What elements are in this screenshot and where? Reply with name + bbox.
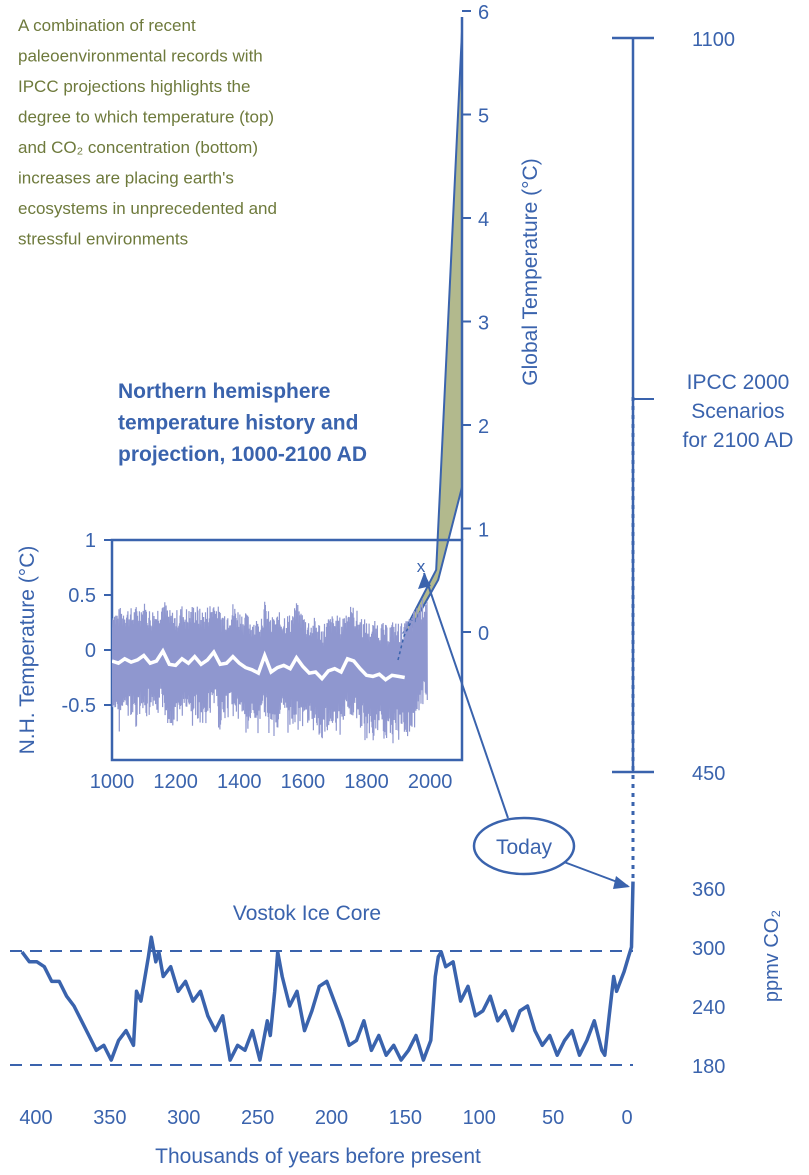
- nh-x-tick-label: 2000: [408, 771, 453, 793]
- vostok-x-tick-label: 0: [621, 1107, 632, 1129]
- nh-x-tick-label: 1400: [217, 771, 262, 793]
- caption-line: paleoenvironmental records with: [18, 47, 263, 66]
- vostok-x-tick-label: 150: [389, 1107, 422, 1129]
- global-tick-label: 0: [478, 623, 489, 645]
- vostok-x-tick-label: 400: [19, 1107, 52, 1129]
- vostok-x-tick-label: 200: [315, 1107, 348, 1129]
- nh-smoothed-series: [112, 647, 406, 682]
- ipcc-label-line: Scenarios: [691, 400, 784, 423]
- nh-x-tick-label: 1200: [153, 771, 198, 793]
- ipcc-label-line: IPCC 2000: [687, 371, 790, 394]
- global-tick-label: 2: [478, 416, 489, 438]
- nh-y-tick-label: 0.5: [68, 585, 96, 607]
- nh-chart-title: Northern hemisphere temperature history a…: [118, 380, 367, 466]
- nh-x-tick-label: 1600: [281, 771, 326, 793]
- projection-band: [401, 31, 463, 634]
- caption-line: and CO₂ concentration (bottom): [18, 138, 258, 157]
- nh-title-line: projection, 1000-2100 AD: [118, 443, 367, 466]
- global-tick-label: 4: [478, 209, 489, 231]
- caption-line: increases are placing earth's: [18, 169, 234, 188]
- caption-line: IPCC projections highlights the: [18, 77, 250, 96]
- global-tick-label: 1: [478, 520, 489, 542]
- nh-annual-series: [112, 598, 428, 744]
- vostok-x-axis-label: Thousands of years before present: [155, 1145, 481, 1168]
- co2-tick-label: 180: [692, 1056, 725, 1078]
- vostok-x-ticks: 400 350 300 250 200 150 100 50 0: [19, 1107, 632, 1129]
- caption-line: stressful environments: [18, 230, 188, 249]
- nh-y-axis-label: N.H. Temperature (°C): [16, 546, 39, 755]
- nh-x-tick-label: 1000: [90, 771, 135, 793]
- global-y-axis-label: Global Temperature (°C): [519, 158, 542, 385]
- vostok-x-tick-label: 250: [241, 1107, 274, 1129]
- today-callout-bubble: [472, 816, 576, 876]
- today-arrowhead-right: [613, 876, 630, 889]
- vostok-x-tick-label: 50: [542, 1107, 564, 1129]
- global-tick-label: 3: [478, 313, 489, 335]
- nh-title-line: Northern hemisphere: [118, 380, 330, 403]
- co2-tick-label: 360: [692, 879, 725, 901]
- global-tick-label: 6: [478, 2, 489, 24]
- vostok-title: Vostok Ice Core: [233, 902, 381, 925]
- today-callout-text: Today: [496, 836, 553, 859]
- vostok-x-tick-label: 100: [463, 1107, 496, 1129]
- caption-line: A combination of recent: [18, 16, 196, 35]
- nh-y-ticks: 1 0.5 0 -0.5: [62, 530, 112, 717]
- global-temp-ticks: 6 5 4 3 2 1 0: [462, 2, 489, 645]
- today-arrowhead-up: [418, 573, 431, 589]
- co2-tick-label: 300: [692, 938, 725, 960]
- caption: A combination of recent paleoenvironmenta…: [18, 16, 277, 249]
- nh-title-line: temperature history and: [118, 412, 358, 435]
- nh-y-tick-label: 1: [85, 530, 96, 552]
- instrumental-dashed: [397, 619, 413, 661]
- ipcc-scenarios-label: IPCC 2000 Scenarios for 2100 AD: [633, 371, 793, 452]
- vostok-x-tick-label: 350: [93, 1107, 126, 1129]
- nh-y-tick-label: 0: [85, 640, 96, 662]
- global-tick-label: 5: [478, 106, 489, 128]
- co2-ticks: 1100 450 360 300 240 180: [612, 29, 735, 1078]
- ipcc-label-line: for 2100 AD: [683, 429, 794, 452]
- co2-tick-label: 450: [692, 763, 725, 785]
- vostok-co2-series: [20, 881, 635, 1062]
- nh-x-ticks: 1000 1200 1400 1600 1800 2000: [90, 771, 453, 793]
- today-x-marker: x: [417, 557, 426, 576]
- today-arrow-up: [423, 572, 509, 819]
- vostok-x-tick-label: 300: [167, 1107, 200, 1129]
- co2-tick-label: 1100: [692, 29, 735, 51]
- co2-axis-label: ppmv CO₂: [761, 910, 783, 1002]
- caption-line: degree to which temperature (top): [18, 108, 274, 127]
- nh-y-tick-label: -0.5: [62, 695, 96, 717]
- nh-x-tick-label: 1800: [344, 771, 389, 793]
- caption-line: ecosystems in unprecedented and: [18, 199, 277, 218]
- co2-tick-label: 240: [692, 997, 725, 1019]
